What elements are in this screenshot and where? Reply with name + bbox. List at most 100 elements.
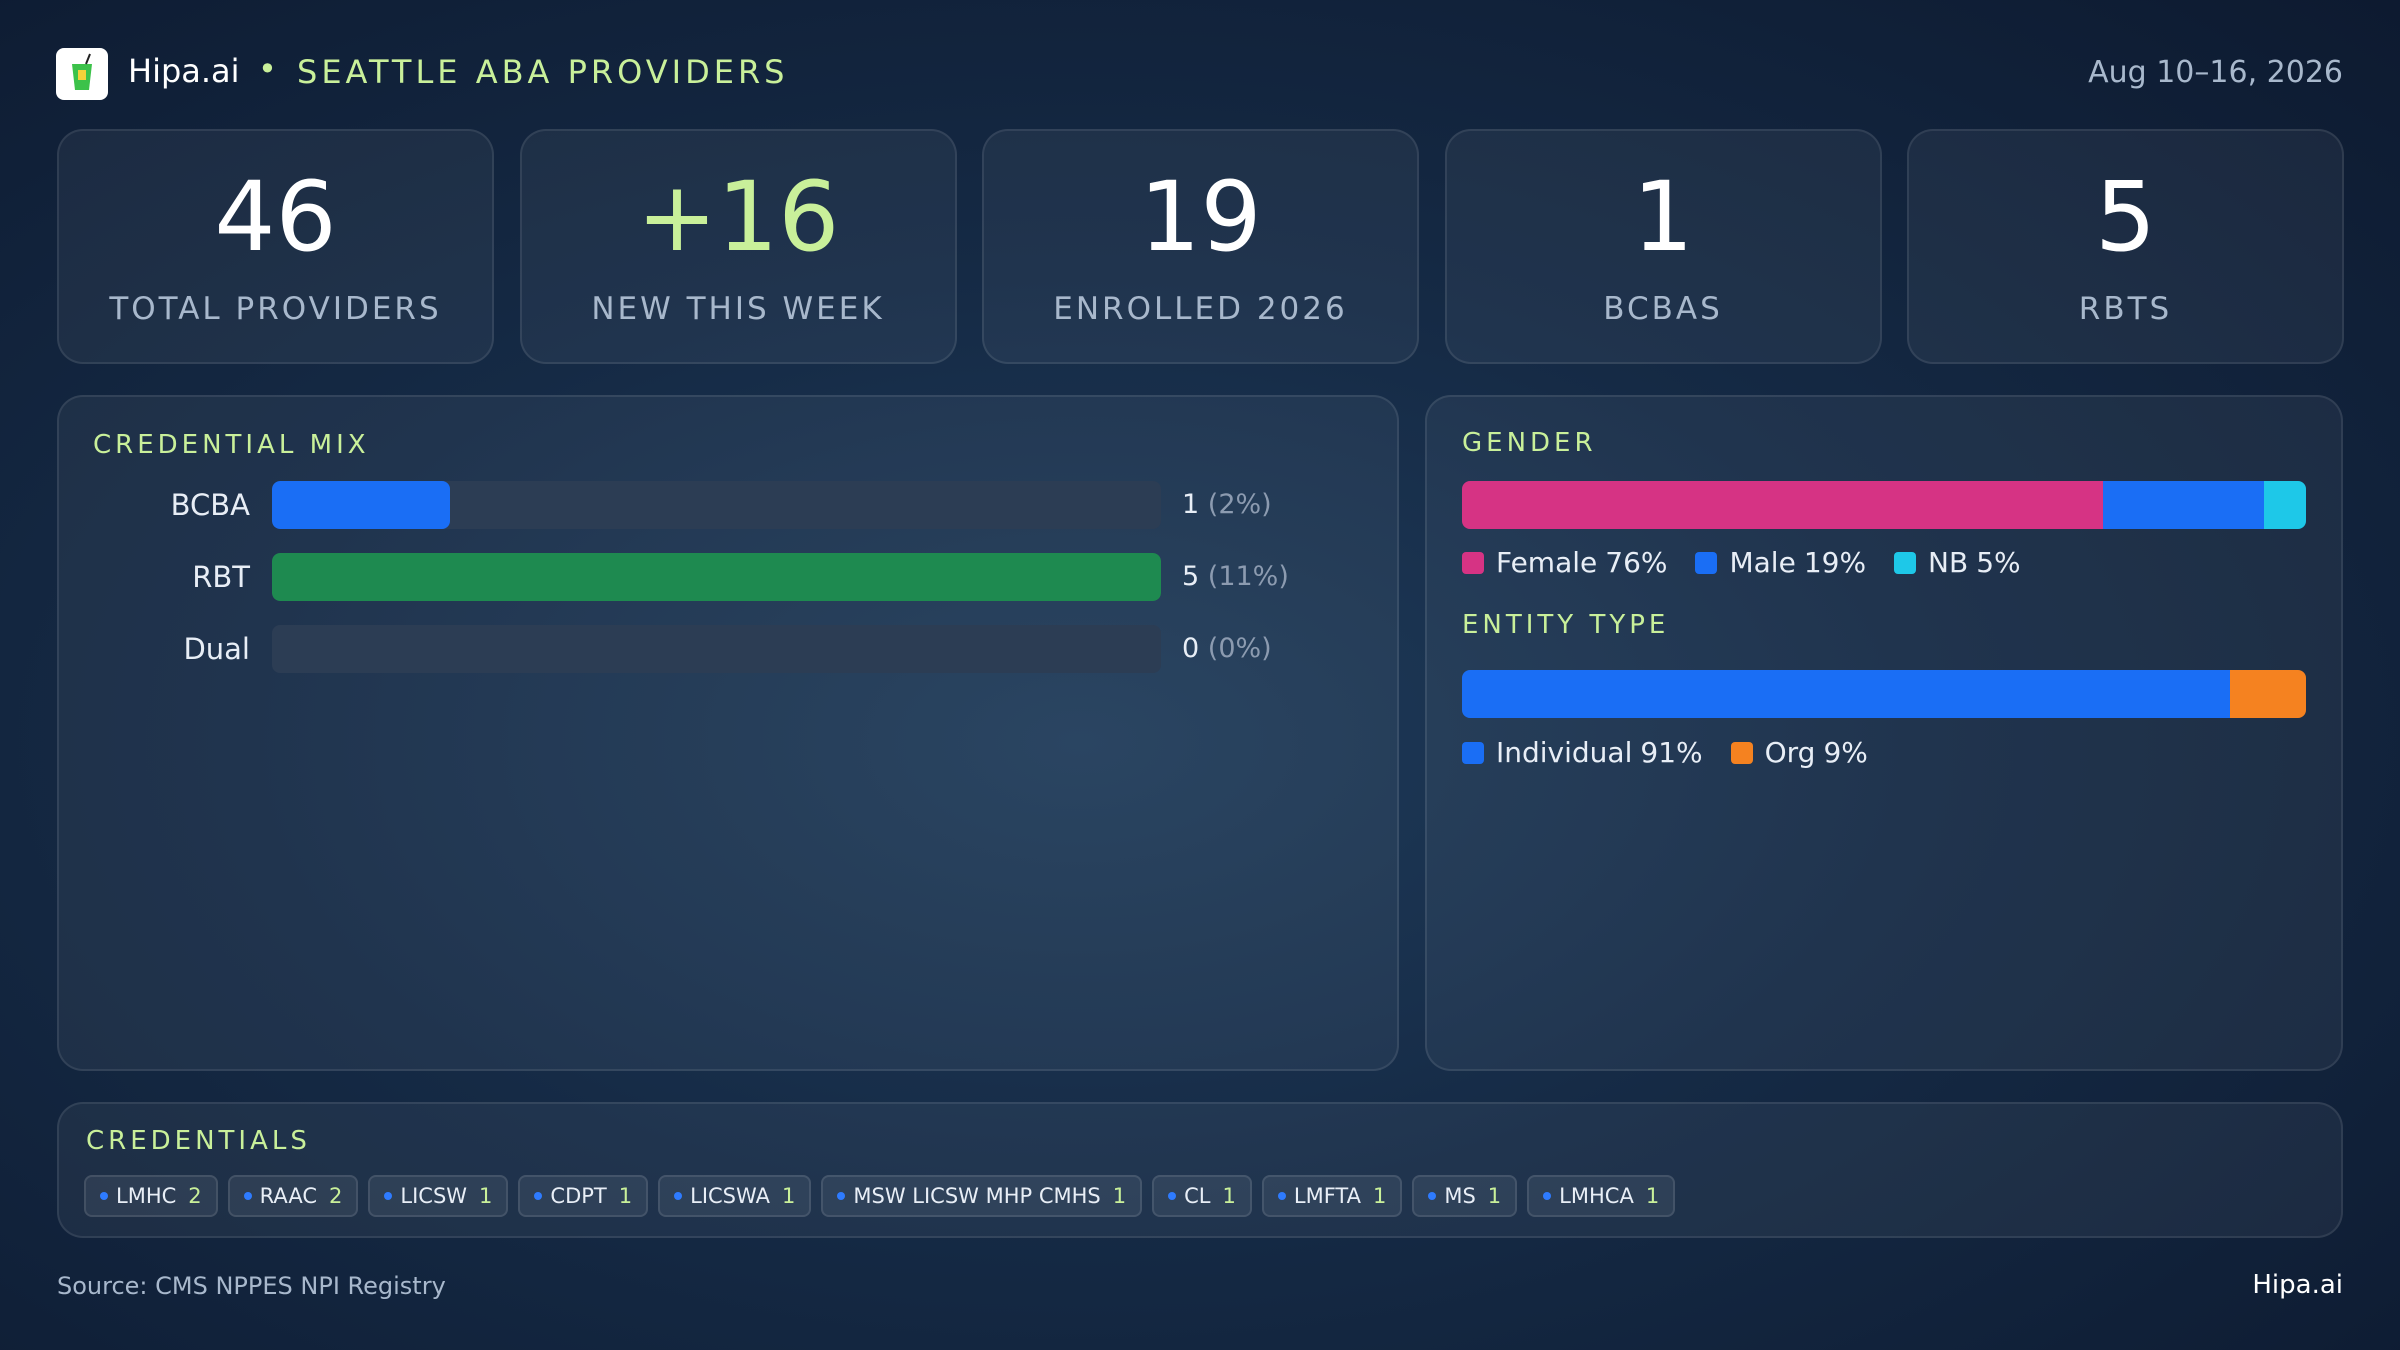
kpi-label: NEW THIS WEEK <box>591 291 885 327</box>
credential-tag: LMHCA 1 <box>1527 1175 1676 1217</box>
tag-name: CDPT <box>550 1184 607 1208</box>
legend-value: 5% <box>1976 546 2021 579</box>
value-count: 5 <box>1182 561 1200 592</box>
tag-dot <box>1277 1192 1286 1200</box>
value-label: 0 (0%) <box>1182 625 1272 673</box>
legend-swatch <box>1695 551 1718 574</box>
kpi-card: 46 TOTAL PROVIDERS <box>57 129 494 364</box>
tag-name: MS <box>1444 1184 1476 1208</box>
bar-segment <box>2263 481 2306 529</box>
tag-dot <box>243 1192 252 1200</box>
bar-track <box>272 481 1161 529</box>
tag-dot <box>384 1192 393 1200</box>
kpi-card: +16 NEW THIS WEEK <box>519 129 957 364</box>
legend-swatch <box>1894 551 1917 574</box>
tag-dot <box>1168 1192 1177 1200</box>
bar-segment <box>2103 481 2264 529</box>
tag-list: LMHC 2 RAAC 2 LICSW 1 CDPT 1 LICSWA 1 MSW LICSW MH… <box>84 1175 1676 1217</box>
legend-item: Female 76% <box>1462 546 1667 579</box>
tag-name: RAAC <box>259 1184 318 1208</box>
value-label: 1 (2%) <box>1182 481 1272 529</box>
legend-name: Male <box>1729 546 1796 579</box>
legend-item: Individual 91% <box>1462 736 1703 769</box>
value-label: 5 (11%) <box>1182 553 1289 601</box>
section-title: ENTITY TYPE <box>1462 610 1670 640</box>
section-title: CREDENTIAL MIX <box>93 430 370 460</box>
legend-swatch <box>1730 741 1753 764</box>
tag-name: LMHC <box>116 1184 177 1208</box>
tag-name: LICSW <box>400 1184 468 1208</box>
tag-name: MSW LICSW MHP CMHS <box>853 1184 1101 1208</box>
stacked-bar <box>1462 670 2306 718</box>
category-label: RBT <box>192 560 250 594</box>
tag-dot <box>100 1192 108 1200</box>
bar-track <box>272 625 1161 673</box>
legend: Individual 91% Org 9% <box>1462 736 1868 769</box>
brand: Hipa.ai <box>128 52 240 90</box>
tag-dot <box>1543 1192 1552 1200</box>
tag-count: 1 <box>479 1184 493 1208</box>
credential-tag: CDPT 1 <box>518 1175 649 1217</box>
kpi-value: 5 <box>2094 161 2157 273</box>
tag-count: 1 <box>1222 1184 1236 1208</box>
credential-tag: LMFTA 1 <box>1261 1175 1403 1217</box>
kpi-label: TOTAL PROVIDERS <box>109 291 442 327</box>
value-count: 0 <box>1182 633 1200 664</box>
legend-swatch <box>1462 551 1484 574</box>
credential-tag: MS 1 <box>1412 1175 1518 1217</box>
bar-segment <box>1462 481 2104 529</box>
tag-count: 1 <box>618 1184 633 1208</box>
tag-count: 1 <box>1487 1184 1502 1208</box>
tag-count: 2 <box>188 1184 202 1208</box>
value-percent: (0%) <box>1207 633 1272 664</box>
tag-name: LMFTA <box>1293 1184 1361 1208</box>
legend-item: Male 19% <box>1695 546 1866 579</box>
stacked-bar <box>1462 481 2306 529</box>
bar <box>272 481 450 529</box>
kpi-card: 1 BCBAS <box>1444 129 1882 364</box>
kpi-value: 19 <box>1139 161 1262 273</box>
credential-tag: CL 1 <box>1152 1175 1252 1217</box>
value-count: 1 <box>1182 489 1200 520</box>
bar-segment <box>2230 670 2306 718</box>
tag-name: CL <box>1184 1184 1211 1208</box>
logo <box>56 48 108 100</box>
legend-swatch <box>1462 741 1484 764</box>
legend-name: Female <box>1496 546 1598 579</box>
legend-item: Org 9% <box>1730 736 1868 769</box>
tag-name: LICSWA <box>690 1184 770 1208</box>
tag-dot <box>674 1192 683 1200</box>
kpi-value: +16 <box>636 161 840 273</box>
credentials-panel: CREDENTIALS <box>57 1102 2343 1238</box>
kpi-value: 1 <box>1632 161 1694 273</box>
credential-mix-panel: CREDENTIAL MIX BCBA 1 (2%) RBT 5 (11%) Dual 0… <box>57 395 1399 1071</box>
bar-row: Dual 0 (0%) <box>59 625 1397 673</box>
kpi-label: BCBAS <box>1603 291 1723 327</box>
legend-value: 19% <box>1803 546 1867 579</box>
separator: • <box>258 50 277 88</box>
source: Source: CMS NPPES NPI Registry <box>57 1272 446 1300</box>
category-label: Dual <box>183 632 250 666</box>
credential-tag: LICSW 1 <box>368 1175 509 1217</box>
tag-count: 1 <box>1112 1184 1127 1208</box>
page-title: SEATTLE ABA PROVIDERS <box>297 53 789 91</box>
value-percent: (11%) <box>1207 561 1289 592</box>
credential-tag: LICSWA 1 <box>658 1175 812 1217</box>
tag-count: 1 <box>1372 1184 1387 1208</box>
legend-name: NB <box>1928 546 1969 579</box>
bar-segment <box>1462 670 2231 718</box>
kpi-label: RBTS <box>2078 291 2173 327</box>
legend-name: Org <box>1764 736 1816 769</box>
legend: Female 76% Male 19% NB 5% <box>1462 546 2021 579</box>
credential-tag: RAAC 2 <box>227 1175 359 1217</box>
footer-brand: Hipa.ai <box>2252 1270 2343 1300</box>
tag-dot <box>837 1192 846 1200</box>
tag-count: 1 <box>1645 1184 1660 1208</box>
kpi-value: 46 <box>214 161 337 273</box>
bar-row: BCBA 1 (2%) <box>59 481 1397 529</box>
kpi-card: 5 RBTS <box>1907 129 2344 364</box>
tag-dot <box>534 1192 543 1200</box>
bar-track <box>272 553 1161 601</box>
legend-value: 9% <box>1823 736 1868 769</box>
